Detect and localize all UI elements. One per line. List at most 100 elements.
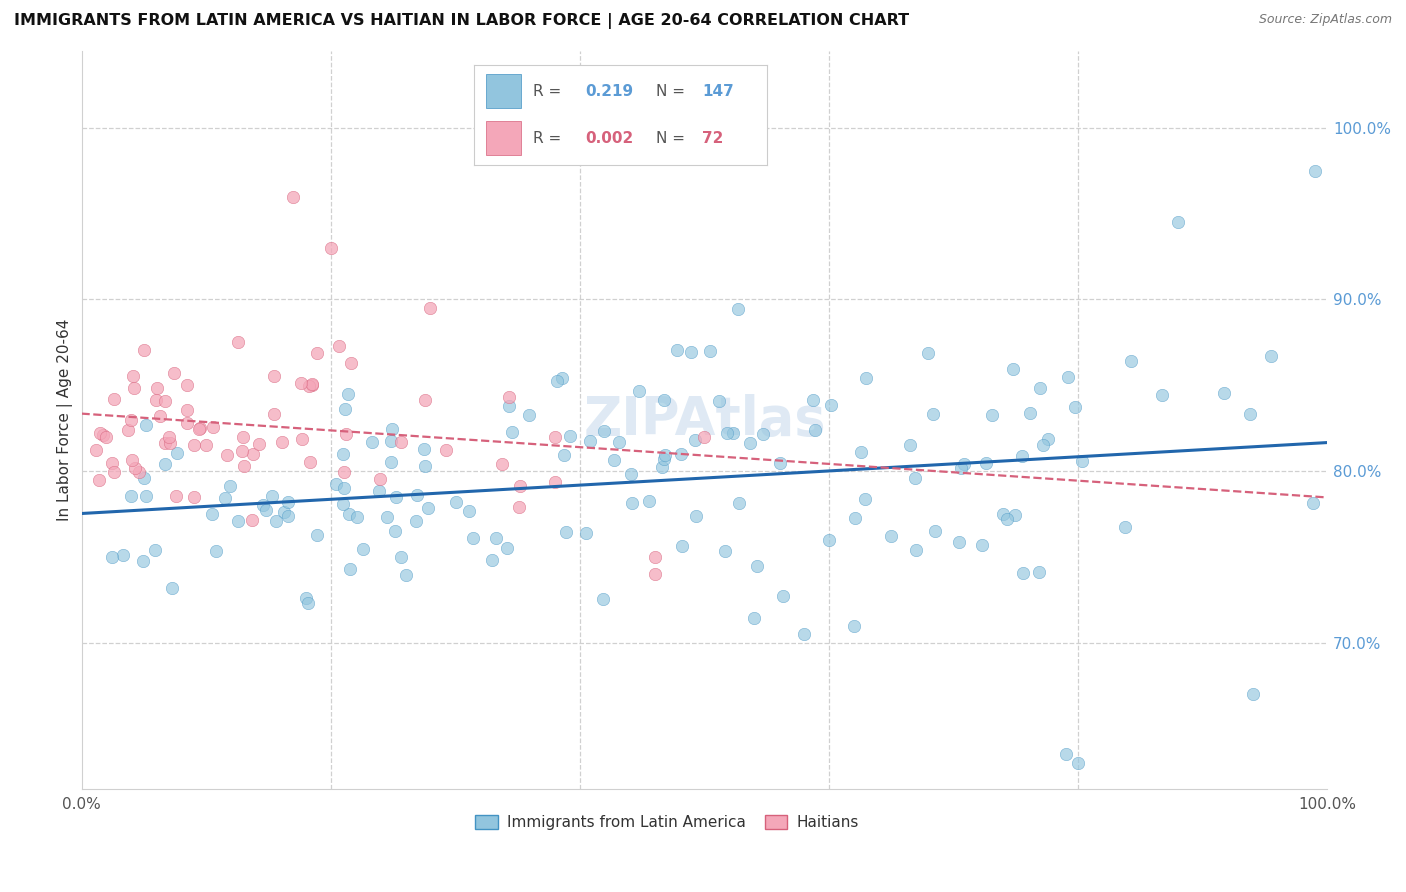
Point: [707, 393, 730, 408]
Point: [380, 434, 402, 448]
Point: [801, 392, 824, 407]
Point: [1036, 432, 1059, 446]
Point: [412, 442, 434, 457]
Point: [277, 509, 299, 524]
Point: [336, 387, 359, 401]
Point: [254, 502, 277, 516]
Point: [332, 481, 354, 495]
Point: [740, 436, 762, 450]
Point: [1152, 387, 1174, 401]
Point: [546, 374, 568, 388]
Point: [291, 432, 314, 446]
Point: [458, 504, 481, 518]
Point: [904, 542, 927, 557]
Point: [921, 407, 943, 421]
Point: [247, 437, 270, 451]
Point: [159, 435, 181, 450]
Point: [283, 189, 305, 203]
Point: [621, 496, 644, 510]
Point: [214, 491, 236, 505]
Point: [880, 528, 903, 542]
Point: [752, 426, 775, 441]
Point: [101, 550, 124, 565]
Point: [135, 489, 157, 503]
Point: [86, 443, 108, 458]
Point: [395, 568, 418, 582]
Point: [166, 446, 188, 460]
Point: [389, 435, 412, 450]
Point: [176, 403, 198, 417]
Point: [305, 346, 328, 360]
Point: [745, 558, 768, 573]
Point: [157, 430, 180, 444]
Point: [853, 492, 876, 507]
Point: [132, 343, 155, 357]
Point: [727, 302, 749, 317]
Point: [145, 392, 167, 407]
Point: [495, 541, 517, 555]
Point: [332, 465, 354, 479]
Point: [1260, 349, 1282, 363]
Point: [1004, 508, 1026, 522]
Point: [415, 459, 437, 474]
Point: [693, 430, 716, 444]
Point: [332, 497, 354, 511]
Point: [121, 452, 143, 467]
Point: [1011, 450, 1033, 464]
Point: [728, 496, 751, 510]
Point: [263, 368, 285, 383]
Point: [290, 376, 312, 390]
Point: [389, 549, 412, 564]
Point: [228, 514, 250, 528]
Point: [517, 409, 540, 423]
Point: [904, 471, 927, 485]
Point: [352, 542, 374, 557]
Point: [295, 591, 318, 605]
Point: [980, 408, 1002, 422]
Point: [721, 425, 744, 440]
Point: [481, 553, 503, 567]
Text: Source: ZipAtlas.com: Source: ZipAtlas.com: [1258, 13, 1392, 27]
Point: [652, 452, 675, 467]
Point: [381, 422, 404, 436]
Point: [917, 346, 939, 360]
Point: [501, 425, 523, 440]
Point: [553, 448, 575, 462]
Point: [120, 412, 142, 426]
Point: [716, 425, 738, 440]
Point: [301, 377, 323, 392]
Point: [328, 338, 350, 352]
Point: [419, 301, 441, 315]
Point: [298, 379, 321, 393]
Point: [361, 435, 384, 450]
Point: [818, 533, 841, 547]
Legend: Immigrants from Latin America, Haitians: Immigrants from Latin America, Haitians: [470, 809, 865, 836]
Point: [384, 524, 406, 539]
Point: [699, 344, 721, 359]
Point: [602, 453, 624, 467]
Point: [418, 500, 440, 515]
Point: [434, 443, 457, 458]
Point: [1063, 400, 1085, 414]
Point: [842, 618, 865, 632]
Point: [297, 596, 319, 610]
Point: [149, 409, 172, 424]
Point: [1302, 496, 1324, 510]
Point: [226, 335, 249, 350]
Point: [491, 457, 513, 471]
Point: [575, 526, 598, 541]
Point: [93, 428, 115, 442]
Point: [995, 512, 1018, 526]
Point: [652, 393, 675, 408]
Point: [370, 472, 392, 486]
Point: [176, 378, 198, 392]
Point: [153, 394, 176, 409]
Point: [143, 543, 166, 558]
Point: [953, 457, 976, 471]
Point: [188, 420, 211, 434]
Point: [183, 437, 205, 451]
Point: [333, 401, 356, 416]
Point: [666, 343, 689, 357]
Point: [163, 366, 186, 380]
Point: [669, 447, 692, 461]
